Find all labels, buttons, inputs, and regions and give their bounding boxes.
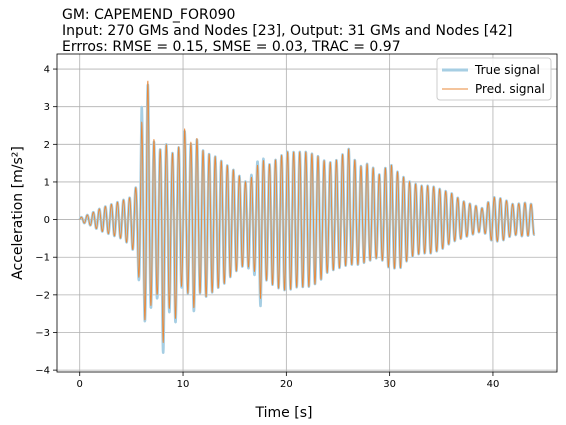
legend-label-true-signal: True signal — [474, 63, 540, 77]
plot-frame — [56, 53, 558, 373]
x-axis-label: Time [s] — [255, 405, 313, 421]
pred-signal-line — [79, 80, 535, 344]
y-tick-label: 1 — [44, 177, 50, 188]
y-tick-label: −3 — [35, 328, 50, 339]
y-tick-label: −1 — [35, 253, 50, 264]
y-tick-label: 3 — [44, 102, 50, 113]
plot-series — [78, 80, 536, 354]
legend: True signal Pred. signal — [436, 57, 552, 101]
y-tick-label: 4 — [44, 65, 50, 76]
y-tick-label: 0 — [44, 215, 50, 226]
x-tick-label: 0 — [77, 379, 83, 390]
y-axis-label: Acceleration [m/s²] — [10, 146, 26, 280]
legend-label-pred-signal: Pred. signal — [475, 82, 545, 96]
title-line-3: Errros: RMSE = 0.15, SMSE = 0.03, TRAC =… — [62, 39, 401, 55]
x-tick-label: 20 — [280, 379, 293, 390]
x-tick-label: 10 — [177, 379, 190, 390]
title-line-1: GM: CAPEMEND_FOR090 — [62, 7, 235, 23]
x-tick-label: 30 — [383, 379, 396, 390]
y-tick-label: 2 — [44, 140, 50, 151]
y-tick-label: −2 — [35, 290, 50, 301]
title-line-2: Input: 270 GMs and Nodes [23], Output: 3… — [62, 23, 513, 39]
y-tick-label: −4 — [35, 366, 50, 377]
chart-title: GM: CAPEMEND_FOR090 Input: 270 GMs and N… — [62, 7, 513, 55]
x-tick-label: 40 — [487, 379, 500, 390]
